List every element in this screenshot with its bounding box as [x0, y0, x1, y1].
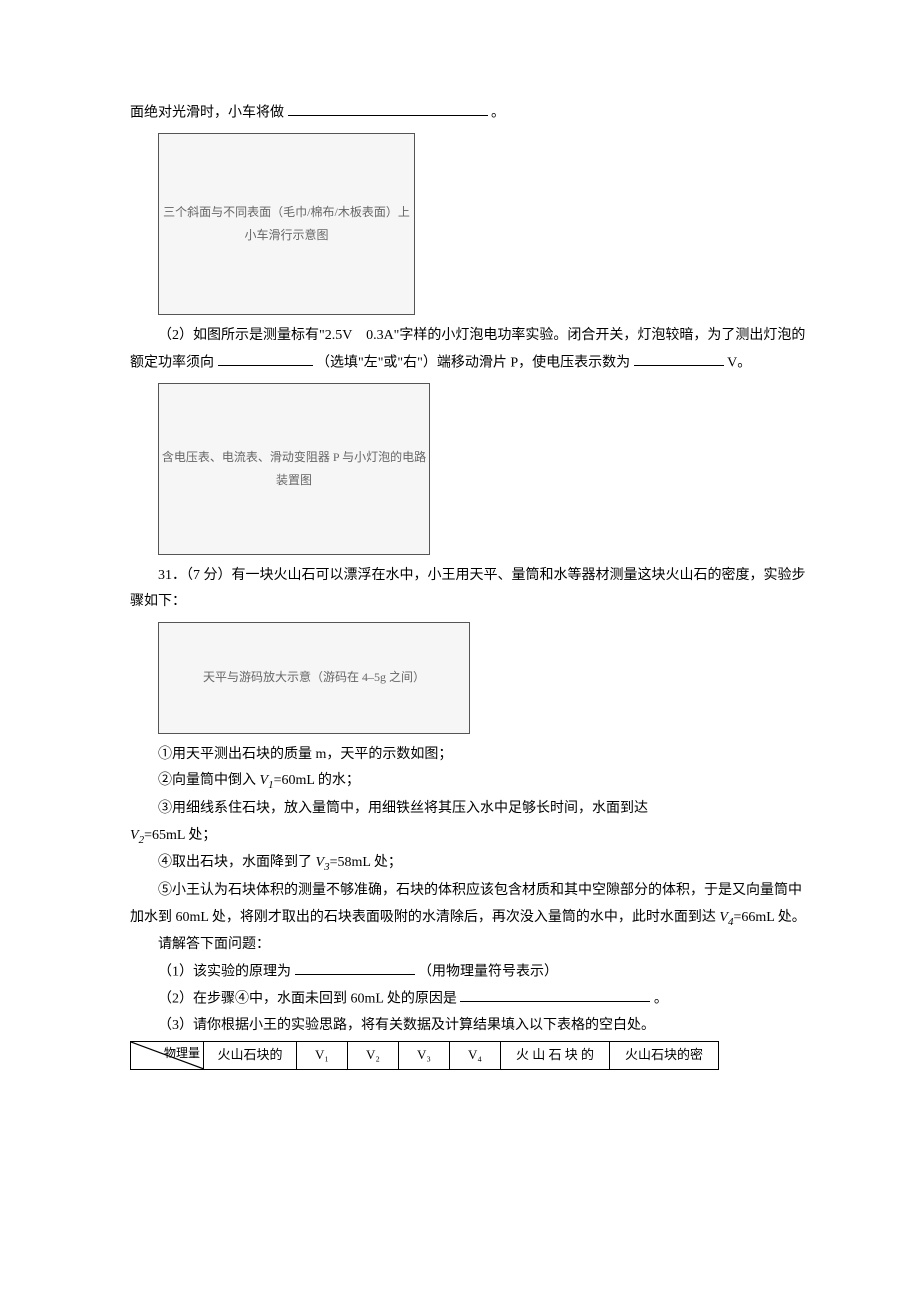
th-col2: V₂: [348, 1042, 399, 1070]
q31-fig-wrap: 天平与游码放大示意（游码在 4–5g 之间）: [158, 622, 810, 734]
q31-s4-b: =58mL 处；: [330, 855, 402, 870]
th-col1: V₁: [297, 1042, 348, 1070]
q30-fig2-wrap: 含电压表、电流表、滑动变阻器 P 与小灯泡的电路装置图: [158, 383, 810, 555]
q30-line1-suffix: 。: [491, 105, 505, 120]
q31-a1-b: （用物理量符号表示）: [418, 964, 558, 979]
th-col3: V₃: [399, 1042, 450, 1070]
q30-line1-prefix: 面绝对光滑时，小车将做: [130, 105, 284, 120]
q31-step5: ⑤小王认为石块体积的测量不够准确，石块的体积应该包含材质和其中空隙部分的体积，于…: [130, 878, 810, 932]
q30-blank2a: [218, 350, 313, 366]
q31-a2-a: （2）在步骤④中，水面未回到 60mL 处的原因是: [158, 991, 457, 1006]
q31-s2-a: ②向量筒中倒入: [158, 773, 260, 788]
th-col5: 火 山 石 块 的: [501, 1042, 610, 1070]
th-col6: 火山石块的密: [610, 1042, 719, 1070]
var-v2: V2: [130, 828, 144, 843]
q31-s5-a: ⑤小王认为石块体积的测量不够准确，石块的体积应该包含材质和其中空隙部分的体积，于…: [130, 883, 802, 925]
q31-step4: ④取出石块，水面降到了 V3=58mL 处；: [130, 850, 810, 878]
q30-blank1: [288, 100, 488, 116]
q31-a1-a: （1）该实验的原理为: [158, 964, 291, 979]
q31-answer-lead: 请解答下面问题：: [130, 932, 810, 959]
q31-step2: ②向量筒中倒入 V1=60mL 的水；: [130, 768, 810, 796]
table-row: 物理量 火山石块的 V₁ V₂ V₃ V₄ 火 山 石 块 的 火山石块的密: [131, 1042, 719, 1070]
q31-a1: （1）该实验的原理为 （用物理量符号表示）: [130, 959, 810, 986]
q31-s4-a: ④取出石块，水面降到了: [158, 855, 316, 870]
q31-step1: ①用天平测出石块的质量 m，天平的示数如图；: [130, 742, 810, 769]
th-col0: 火山石块的: [204, 1042, 297, 1070]
q31-step3: ③用细线系住石块，放入量筒中，用细铁丝将其压入水中足够长时间，水面到达: [130, 796, 810, 823]
q30-part2: （2）如图所示是测量标有"2.5V 0.3A"字样的小灯泡电功率实验。闭合开关，…: [130, 323, 810, 377]
q30-part2-b: （选填"左"或"右"）端移动滑片 P，使电压表示数为: [316, 355, 630, 370]
q30-fig1-wrap: 三个斜面与不同表面（毛巾/棉布/木板表面）上小车滑行示意图: [158, 133, 810, 315]
var-v4: V4: [719, 910, 733, 925]
surfaces-figure: 三个斜面与不同表面（毛巾/棉布/木板表面）上小车滑行示意图: [158, 133, 415, 315]
var-v1: V1: [260, 773, 274, 788]
var-v3: V3: [316, 855, 330, 870]
th-col4: V₄: [450, 1042, 501, 1070]
q30-blank2b: [634, 350, 724, 366]
q31-a1-blank: [295, 959, 415, 975]
diag-label: 物理量: [164, 1042, 200, 1065]
q30-part2-c: V。: [727, 355, 751, 370]
q31-a3: （3）请你根据小王的实验思路，将有关数据及计算结果填入以下表格的空白处。: [130, 1013, 810, 1040]
circuit-figure: 含电压表、电流表、滑动变阻器 P 与小灯泡的电路装置图: [158, 383, 430, 555]
q31-intro: 31．（7 分）有一块火山石可以漂浮在水中，小王用天平、量筒和水等器材测量这块火…: [130, 563, 810, 616]
q30-line1: 面绝对光滑时，小车将做 。: [130, 100, 810, 127]
q31-s2-b: =60mL 的水；: [274, 773, 360, 788]
results-table: 物理量 火山石块的 V₁ V₂ V₃ V₄ 火 山 石 块 的 火山石块的密: [130, 1041, 719, 1070]
q31-a2: （2）在步骤④中，水面未回到 60mL 处的原因是 。: [130, 986, 810, 1013]
balance-figure: 天平与游码放大示意（游码在 4–5g 之间）: [158, 622, 470, 734]
q31-a2-b: 。: [654, 991, 668, 1006]
q31-step3-line2: V2=65mL 处；: [130, 823, 810, 851]
table-diag-cell: 物理量: [131, 1042, 204, 1070]
q31-s5-b: =66mL 处。: [733, 910, 805, 925]
q31-a2-blank: [460, 986, 650, 1002]
q31-s3l2-b: =65mL 处；: [144, 828, 216, 843]
